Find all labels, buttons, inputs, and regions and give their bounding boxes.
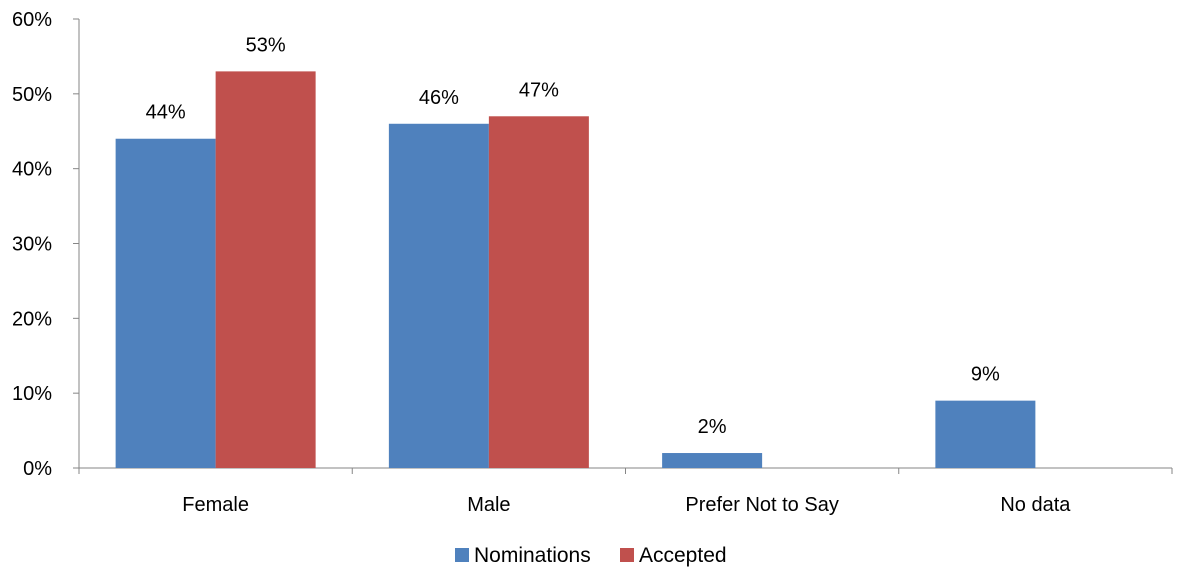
legend-swatch-accepted [620,548,634,562]
bar-nominations-no-data [935,400,1036,468]
data-label: 2% [698,416,727,438]
x-tick-label: No data [1000,494,1071,516]
y-tick-label: 20% [12,308,52,330]
y-tick-label: 40% [12,159,52,181]
y-tick-label: 50% [12,84,52,106]
legend-label-nominations: Nominations [474,544,591,567]
bar-nominations-prefer-not-to-say [662,453,763,468]
bar-accepted-female [215,71,316,468]
legend-swatch-nominations [455,548,469,562]
bar-nominations-male [388,123,489,469]
y-tick-label: 30% [12,234,52,256]
y-tick-label: 0% [23,458,52,480]
legend: Nominations Accepted [455,544,727,567]
x-axis: Female Male Prefer Not to Say No data [78,467,1173,516]
y-tick-label: 10% [12,383,52,405]
x-tick-label: Prefer Not to Say [685,494,838,516]
data-label: 44% [146,102,186,124]
data-labels: 44% 46% 2% 9% 53% 47% [146,34,1000,438]
x-tick-label: Male [467,494,510,516]
x-tick-label: Female [182,494,249,516]
y-axis: 0% 10% 20% 30% 40% 50% 60% [12,9,80,480]
bar-accepted-male [488,116,589,469]
bars [115,71,1036,469]
data-label: 47% [519,79,559,101]
data-label: 46% [419,87,459,109]
data-label: 53% [246,34,286,56]
legend-label-accepted: Accepted [639,544,727,567]
bar-nominations-female [115,138,216,468]
data-label: 9% [971,364,1000,386]
y-tick-label: 60% [12,9,52,31]
